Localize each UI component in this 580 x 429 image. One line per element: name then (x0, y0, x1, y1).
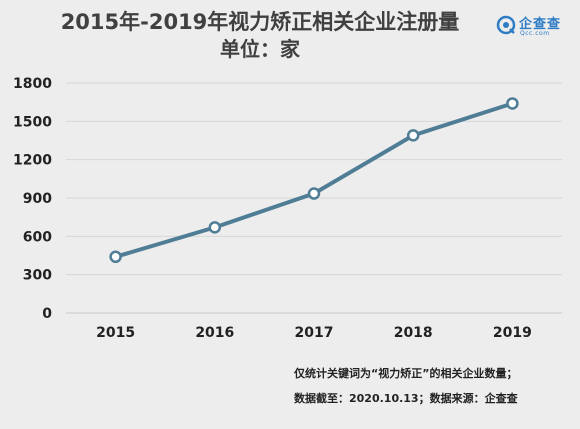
qcc-logo-icon (496, 15, 516, 35)
data-point (506, 97, 519, 110)
x-tick-label: 2019 (493, 325, 532, 341)
series-line (113, 101, 515, 259)
x-tick-label: 2017 (295, 325, 334, 341)
x-tick-label: 2016 (195, 325, 234, 341)
y-tick-label: 600 (23, 229, 52, 245)
data-point (406, 129, 420, 142)
y-tick-label: 900 (23, 191, 52, 207)
axis-layer: 0 300 600 900 1200 1500 1800 2015 2016 2017 2018 20… (13, 76, 532, 341)
grid-layer (66, 82, 562, 314)
logo-domain-text: Qcc.com (520, 30, 550, 37)
footnote-line-2: 数据截至：2020.10.13；数据来源：企查查 (294, 392, 518, 405)
y-tick-label: 1200 (13, 153, 52, 169)
qcc-logo: 企查查 Qcc.com (496, 12, 576, 42)
x-tick-label: 2015 (96, 325, 135, 341)
y-tick-label: 0 (42, 306, 52, 322)
chart-title-block: 2015年-2019年视力矫正相关企业注册量 单位：家 (0, 4, 520, 62)
y-tick-label: 1800 (13, 76, 52, 92)
marker-layer (109, 97, 519, 264)
x-tick-label: 2018 (394, 325, 433, 341)
chart-title: 2015年-2019年视力矫正相关企业注册量 (60, 10, 460, 34)
y-tick-label: 300 (23, 268, 52, 284)
footnote-line-1: 仅统计关键词为“视力矫正”的相关企业数量； (294, 367, 518, 380)
line-layer (113, 101, 515, 259)
data-point (109, 250, 122, 264)
data-point (307, 187, 321, 200)
chart-subtitle: 单位：家 (220, 37, 300, 61)
logo-brand-text: 企查查 (519, 17, 562, 32)
y-tick-label: 1500 (13, 114, 52, 130)
data-point (208, 221, 222, 234)
